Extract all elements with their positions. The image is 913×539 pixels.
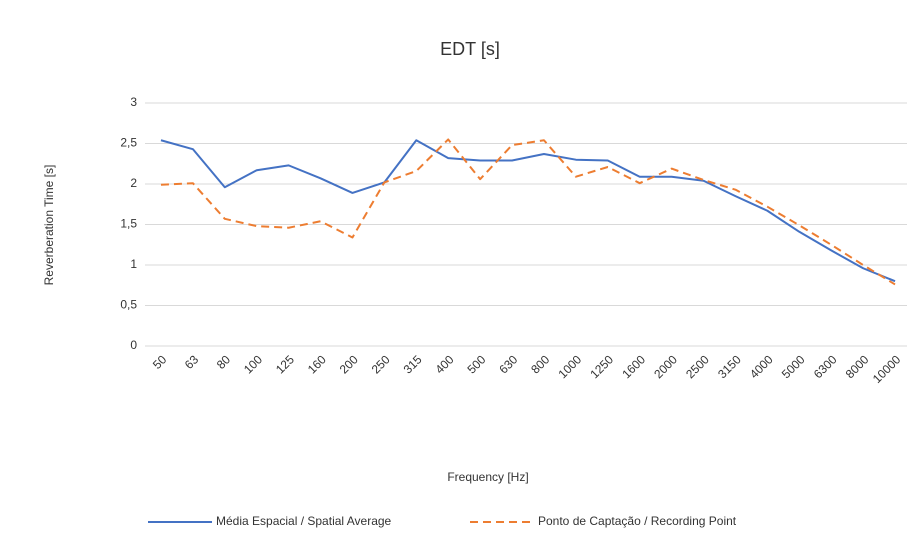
chart-title: EDT [s] (440, 39, 500, 59)
y-tick-label: 2 (130, 176, 137, 190)
x-axis-label: Frequency [Hz] (447, 470, 528, 484)
legend-label: Ponto de Captação / Recording Point (538, 514, 737, 528)
y-tick-label: 1,5 (120, 217, 137, 231)
y-axis-label: Reverberation Time [s] (42, 165, 56, 286)
y-tick-label: 0,5 (120, 298, 137, 312)
y-tick-label: 2,5 (120, 136, 137, 150)
legend-label: Média Espacial / Spatial Average (216, 514, 392, 528)
y-tick-label: 1 (130, 257, 137, 271)
y-tick-label: 0 (130, 338, 137, 352)
series-line (160, 138, 896, 286)
y-tick-label: 3 (130, 95, 137, 109)
series-line (160, 139, 896, 283)
